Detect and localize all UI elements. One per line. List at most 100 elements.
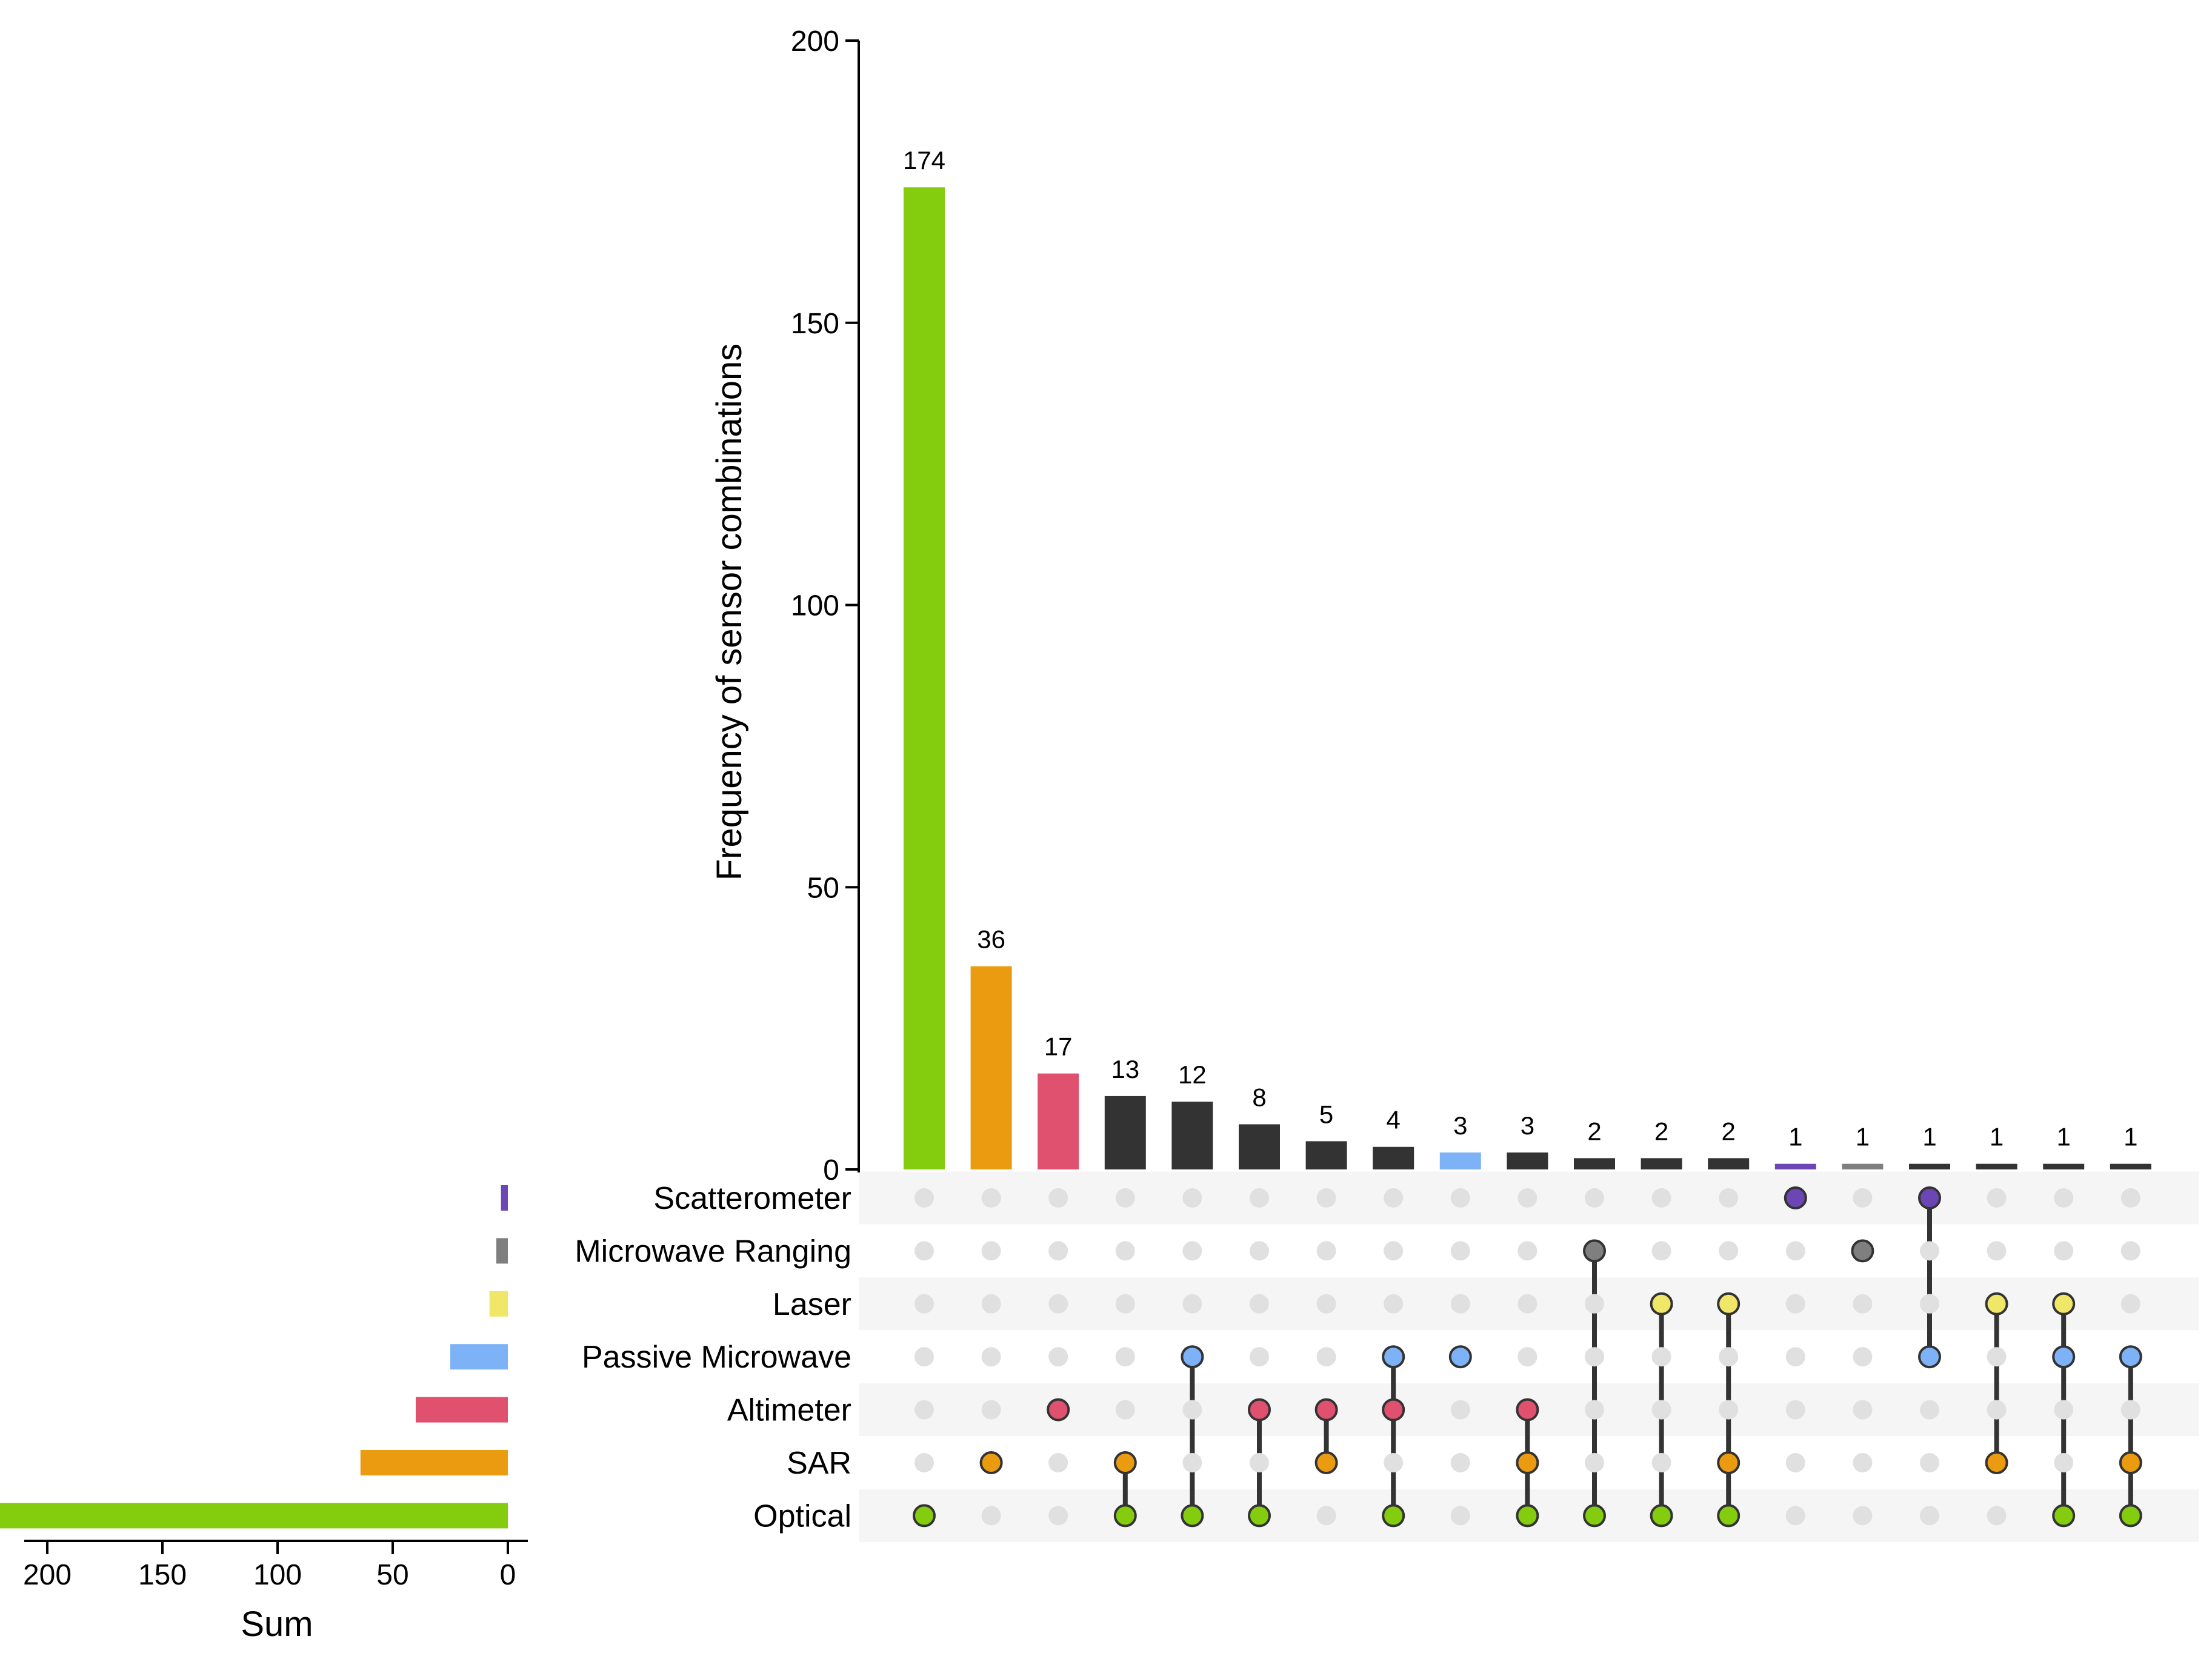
matrix-dot-inactive <box>1182 1453 1202 1472</box>
matrix-dot-inactive <box>1316 1347 1336 1367</box>
matrix-dot-inactive <box>1785 1400 1805 1420</box>
intersection-bar <box>1439 1152 1481 1169</box>
matrix-dot-inactive <box>1719 1400 1739 1420</box>
intersection-bar-label: 3 <box>1453 1111 1467 1140</box>
matrix-dot-inactive <box>914 1241 934 1261</box>
matrix-dot-inactive <box>1585 1188 1604 1208</box>
matrix-dot-inactive <box>1853 1294 1873 1314</box>
matrix-dot-inactive <box>1115 1400 1135 1420</box>
intersection-y-axis-title: Frequency of sensor combinations <box>710 344 749 881</box>
matrix-dot-active <box>1918 1186 1941 1209</box>
matrix-dot-active <box>1717 1504 1741 1528</box>
matrix-dot-inactive <box>1719 1188 1739 1208</box>
matrix-dot-inactive <box>2120 1400 2140 1420</box>
matrix-dot-inactive <box>914 1294 934 1314</box>
matrix-dot-active <box>1985 1292 2008 1315</box>
matrix-dot-inactive <box>2120 1294 2140 1314</box>
matrix-dot-inactive <box>1920 1241 1939 1261</box>
intersection-bar-label: 13 <box>1111 1055 1139 1083</box>
matrix-dot-active <box>1181 1504 1204 1528</box>
set-size-bar <box>496 1238 508 1264</box>
set-size-x-tick-label: 200 <box>23 1559 72 1591</box>
intersection-bar <box>1373 1146 1414 1169</box>
matrix-dot-inactive <box>1853 1506 1873 1526</box>
matrix-dot-inactive <box>1651 1347 1671 1367</box>
matrix-dot-active <box>1314 1451 1338 1474</box>
matrix-dot-inactive <box>1987 1506 2007 1526</box>
intersection-bar <box>1641 1158 1682 1169</box>
matrix-dot-inactive <box>2054 1241 2074 1261</box>
matrix-dot-active <box>1382 1345 1405 1369</box>
set-labels: Scatterometer Microwave Ranging Laser Passi… <box>575 1181 851 1534</box>
matrix-dot-inactive <box>1651 1241 1671 1261</box>
matrix-dot-inactive <box>1853 1188 1873 1208</box>
matrix-dot-active <box>2119 1345 2142 1369</box>
matrix-dot-active <box>1248 1398 1271 1422</box>
matrix-dot-inactive <box>1987 1400 2007 1420</box>
matrix-dot-inactive <box>1785 1241 1805 1261</box>
matrix-dot-inactive <box>1517 1294 1537 1314</box>
matrix-dot-inactive <box>1517 1241 1537 1261</box>
intersection-bar-label: 2 <box>1654 1117 1668 1145</box>
matrix-dot-inactive <box>1920 1294 1939 1314</box>
intersection-bar-label: 1 <box>1788 1123 1802 1151</box>
intersection-bar <box>904 187 945 1170</box>
matrix-dot-inactive <box>1785 1294 1805 1314</box>
set-size-bar <box>501 1185 508 1211</box>
matrix-dot-active <box>1717 1451 1741 1474</box>
intersection-bar-label: 36 <box>977 925 1005 954</box>
matrix-dots <box>913 1186 2142 1528</box>
matrix-dot-inactive <box>1182 1188 1202 1208</box>
intersection-bar <box>1305 1141 1347 1169</box>
matrix-dot-inactive <box>981 1241 1001 1261</box>
intersection-bar <box>1104 1096 1146 1169</box>
matrix-dot-inactive <box>1316 1506 1336 1526</box>
matrix-dot-inactive <box>1987 1241 2007 1261</box>
matrix-dot-active <box>2052 1292 2076 1315</box>
matrix-dot-active <box>1382 1398 1405 1422</box>
matrix-dot-inactive <box>1182 1400 1202 1420</box>
matrix-dot-inactive <box>1250 1188 1269 1208</box>
set-size-bars <box>0 1185 508 1529</box>
matrix-dot-inactive <box>981 1347 1001 1367</box>
matrix-dot-inactive <box>1450 1188 1470 1208</box>
matrix-dot-inactive <box>1853 1453 1873 1472</box>
set-label: Microwave Ranging <box>575 1234 851 1269</box>
matrix-dot-inactive <box>1853 1347 1873 1367</box>
intersection-bar-label: 4 <box>1387 1106 1401 1134</box>
intersection-bar-label: 2 <box>1722 1117 1736 1145</box>
intersection-bar <box>970 966 1012 1169</box>
set-label: SAR <box>787 1446 851 1481</box>
intersection-bar-label: 2 <box>1587 1117 1601 1145</box>
matrix-dot-inactive <box>1719 1347 1739 1367</box>
matrix-dot-inactive <box>1450 1294 1470 1314</box>
matrix-dot-active <box>1314 1398 1338 1422</box>
intersection-bar-label: 1 <box>1990 1123 2004 1151</box>
set-size-bar <box>489 1291 508 1317</box>
matrix-dot-inactive <box>914 1453 934 1472</box>
intersection-bar <box>1909 1163 1950 1169</box>
matrix-dot-inactive <box>1719 1241 1739 1261</box>
intersection-y-tick-label: 100 <box>791 590 839 622</box>
set-size-x-tick-label: 100 <box>253 1559 302 1591</box>
intersection-bar-label: 17 <box>1044 1033 1073 1061</box>
matrix-dot-inactive <box>1316 1241 1336 1261</box>
matrix-dot-active <box>2052 1504 2076 1528</box>
intersection-bar-label: 8 <box>1252 1083 1266 1111</box>
intersection-bar <box>1171 1102 1213 1169</box>
matrix-dot-active <box>1248 1504 1271 1528</box>
matrix-dot-inactive <box>1115 1241 1135 1261</box>
matrix-dot-inactive <box>1115 1294 1135 1314</box>
matrix-dot-inactive <box>2120 1188 2140 1208</box>
matrix-dot-active <box>2119 1451 2142 1474</box>
set-size-x-tick-label: 50 <box>376 1559 408 1591</box>
matrix-dot-inactive <box>1048 1294 1068 1314</box>
matrix-dot-inactive <box>981 1188 1001 1208</box>
intersection-bar-label: 1 <box>1922 1123 1936 1151</box>
set-label: Laser <box>773 1287 851 1322</box>
set-label: Scatterometer <box>653 1181 851 1216</box>
intersection-bar-labels: 174 36 17 13 12 8 5 4 3 3 2 2 2 1 1 1 1 1 1 <box>903 146 2138 1151</box>
matrix-dot-inactive <box>1517 1347 1537 1367</box>
matrix-connectors <box>1122 1198 2133 1516</box>
intersection-bar-label: 1 <box>2124 1123 2137 1151</box>
